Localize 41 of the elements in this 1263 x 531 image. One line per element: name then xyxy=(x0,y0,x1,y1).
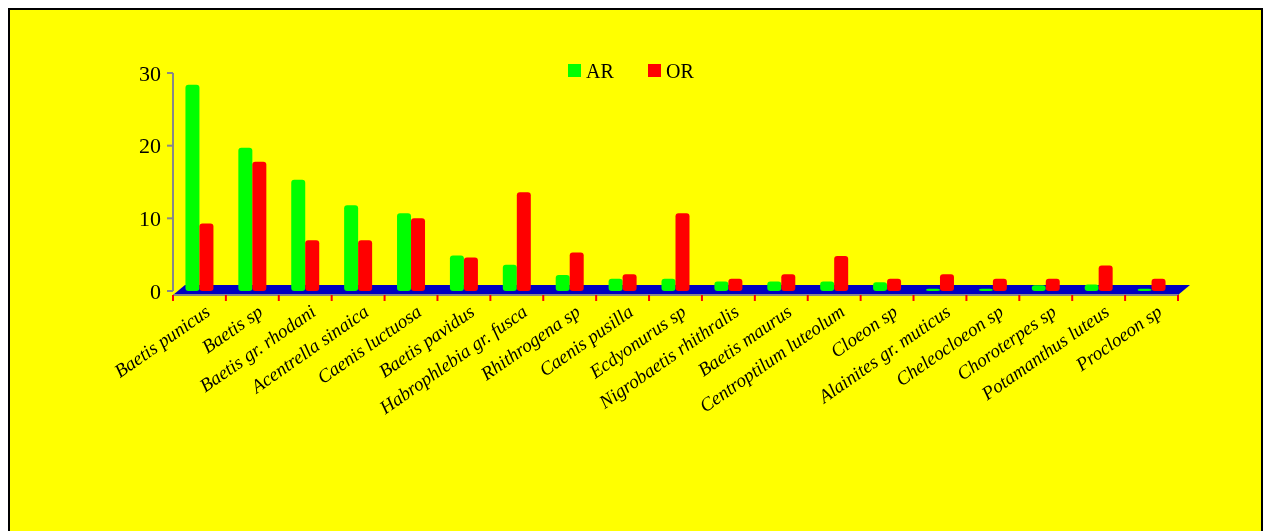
bar xyxy=(939,274,954,291)
bar xyxy=(199,223,214,291)
bar xyxy=(397,213,412,291)
bar xyxy=(1098,265,1113,291)
bar xyxy=(1031,285,1046,291)
y-tick-label: 0 xyxy=(150,278,161,304)
legend-label: OR xyxy=(666,60,695,82)
bar xyxy=(449,255,464,291)
y-tick-label: 30 xyxy=(139,60,161,86)
bar xyxy=(1084,284,1099,291)
bar xyxy=(992,278,1007,291)
bar xyxy=(411,218,426,291)
bar xyxy=(502,264,517,291)
bar xyxy=(675,213,690,291)
bar xyxy=(728,278,743,291)
bar xyxy=(887,278,902,291)
legend-label: AR xyxy=(586,60,615,82)
bar xyxy=(569,252,584,291)
bar xyxy=(714,281,729,291)
bar xyxy=(463,257,478,291)
bar xyxy=(1151,278,1166,291)
bar xyxy=(608,278,623,291)
bar xyxy=(661,278,676,291)
bar xyxy=(238,147,253,291)
bar xyxy=(873,282,888,291)
bar xyxy=(358,240,373,291)
bar xyxy=(516,192,531,291)
bar xyxy=(344,205,359,291)
bar xyxy=(291,179,306,291)
bar xyxy=(185,84,200,291)
bar xyxy=(767,281,782,291)
bar xyxy=(834,256,849,291)
bar xyxy=(820,281,835,291)
bar xyxy=(555,275,570,291)
y-tick-label: 10 xyxy=(139,206,161,232)
bar xyxy=(305,240,320,291)
y-tick-label: 20 xyxy=(139,133,161,159)
bar xyxy=(1045,278,1060,291)
bar xyxy=(622,274,637,291)
bar xyxy=(252,161,267,291)
bar xyxy=(781,274,796,291)
